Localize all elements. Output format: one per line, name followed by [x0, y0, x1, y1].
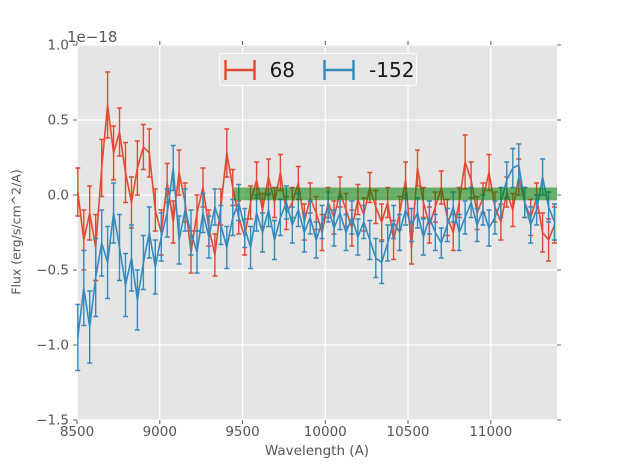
- zero-flux-band: [234, 187, 557, 201]
- x-tick-label: 10000: [304, 424, 347, 440]
- y-tick-label: −1.5: [36, 413, 69, 429]
- legend-label-red: 68: [269, 57, 296, 82]
- legend-entry-blue: -152: [321, 58, 414, 82]
- y-tick-label: 0.0: [48, 188, 69, 204]
- y-tick-label: −1.0: [36, 338, 69, 354]
- y-axis-offset-text: 1e−18: [67, 28, 118, 46]
- legend-entry-red: 68: [222, 58, 295, 82]
- red-errorbar-icon: [223, 59, 256, 80]
- legend: 68 -152: [219, 53, 417, 86]
- blue-errorbar-icon: [323, 59, 355, 80]
- red-errorbar-glyph: [223, 59, 256, 80]
- x-tick-label: 9500: [225, 424, 259, 440]
- x-axis-label: Wavelength (A): [264, 443, 370, 459]
- y-tick-label: 1.0: [48, 38, 69, 54]
- tick-marks: [73, 41, 561, 424]
- y-tick-label: −0.5: [36, 263, 69, 279]
- y-axis-label: Flux (erg/s/cm^2/A): [8, 169, 24, 295]
- blue-errorbar-glyph: [323, 59, 355, 80]
- x-tick-label: 9000: [143, 424, 177, 440]
- line-series-blue: [77, 164, 556, 338]
- y-tick-label: 0.5: [48, 113, 69, 129]
- line-series-red: [77, 104, 556, 256]
- x-tick-label: 10500: [387, 424, 430, 440]
- x-tick-label: 8500: [60, 424, 94, 440]
- x-tick-label: 11000: [469, 424, 512, 440]
- legend-label-blue: -152: [369, 57, 415, 82]
